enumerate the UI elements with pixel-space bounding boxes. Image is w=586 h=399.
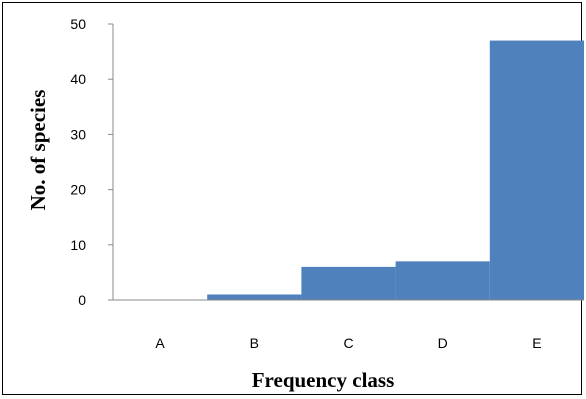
- bar-C: [301, 266, 396, 300]
- x-axis-title: Frequency class: [252, 368, 395, 392]
- y-tick-label: 20: [70, 182, 86, 198]
- y-tick-label: 0: [78, 292, 86, 308]
- y-tick-label: 10: [70, 237, 86, 253]
- bar-D: [395, 261, 490, 300]
- x-ticks-group: A B C D E: [155, 335, 541, 351]
- x-tick-label: D: [438, 335, 448, 351]
- x-tick-label: B: [250, 335, 259, 351]
- x-tick-label: C: [343, 335, 353, 351]
- chart-frame: [2, 2, 582, 395]
- y-tick-label: 40: [70, 71, 86, 87]
- bar-B: [207, 294, 302, 300]
- y-tick-label: 30: [70, 126, 86, 142]
- y-ticks-group: 0 10 20 30 40 50: [70, 16, 113, 308]
- y-axis-title: No. of species: [26, 90, 50, 211]
- bars-group: [207, 40, 584, 301]
- x-tick-label: A: [155, 335, 165, 351]
- x-tick-label: E: [532, 335, 541, 351]
- bar-E: [489, 40, 584, 301]
- y-tick-label: 50: [70, 16, 86, 32]
